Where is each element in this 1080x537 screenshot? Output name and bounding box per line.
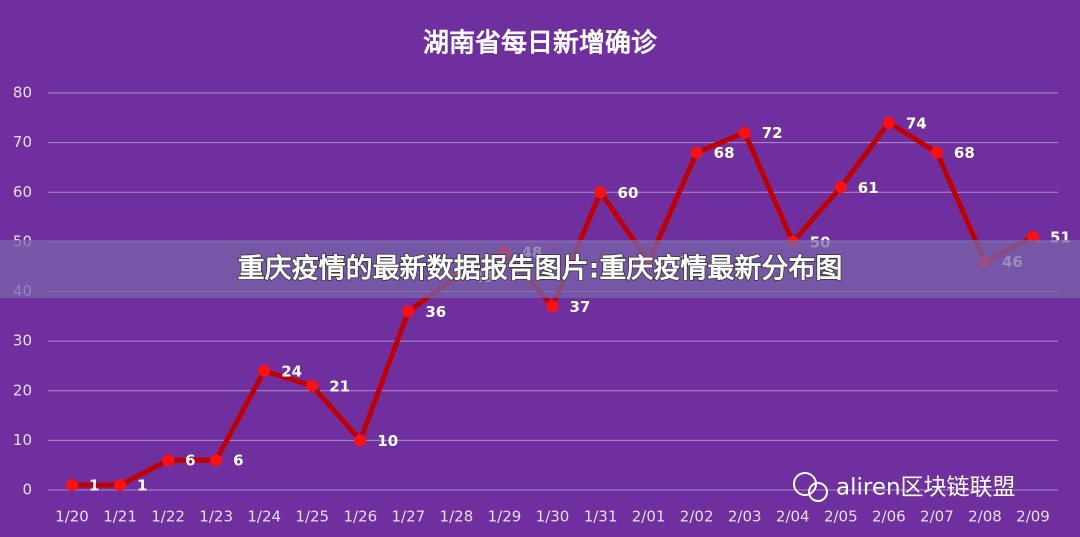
data-point	[690, 146, 703, 159]
data-point	[930, 146, 943, 159]
y-tick-label: 0	[22, 481, 32, 499]
data-point	[354, 434, 367, 447]
data-point	[546, 300, 559, 313]
data-label: 36	[425, 303, 446, 321]
x-tick-label: 1/21	[103, 508, 137, 526]
x-tick-label: 2/05	[824, 508, 858, 526]
x-tick-label: 2/07	[920, 508, 954, 526]
x-tick-label: 2/04	[776, 508, 810, 526]
data-point	[210, 454, 223, 467]
x-tick-label: 2/08	[968, 508, 1002, 526]
data-label: 37	[570, 298, 591, 316]
x-tick-label: 1/28	[440, 508, 474, 526]
data-label: 24	[281, 362, 302, 380]
x-tick-label: 1/23	[199, 508, 233, 526]
x-tick-label: 1/22	[151, 508, 185, 526]
watermark: aliren区块链联盟	[793, 472, 1016, 502]
data-label: 21	[329, 377, 350, 395]
y-tick-label: 70	[13, 133, 32, 151]
data-label: 6	[185, 452, 195, 470]
y-tick-label: 10	[13, 431, 32, 449]
data-point	[738, 126, 751, 139]
data-label: 74	[906, 114, 927, 132]
data-point	[834, 181, 847, 194]
x-tick-label: 1/20	[55, 508, 89, 526]
data-point	[402, 305, 415, 318]
x-tick-label: 1/30	[536, 508, 570, 526]
data-label: 68	[954, 144, 975, 162]
x-tick-label: 2/02	[680, 508, 714, 526]
x-tick-label: 1/26	[343, 508, 377, 526]
data-point	[258, 364, 271, 377]
data-point	[162, 454, 175, 467]
x-tick-label: 2/01	[632, 508, 666, 526]
x-tick-label: 1/25	[295, 508, 329, 526]
x-tick-label: 2/06	[872, 508, 906, 526]
banner-band	[0, 240, 1080, 298]
watermark-icon	[808, 482, 828, 502]
x-tick-label: 2/03	[728, 508, 762, 526]
x-tick-label: 1/27	[392, 508, 426, 526]
data-label: 61	[858, 179, 879, 197]
y-tick-label: 30	[13, 332, 32, 350]
data-label: 72	[762, 124, 783, 142]
x-tick-label: 1/29	[488, 508, 522, 526]
data-label: 6	[233, 452, 243, 470]
data-point	[66, 479, 78, 492]
data-point	[882, 116, 895, 129]
y-tick-label: 80	[13, 84, 32, 102]
data-point	[594, 186, 607, 199]
y-tick-label: 20	[13, 381, 32, 399]
chart-title: 湖南省每日新增确诊	[423, 28, 658, 59]
data-point	[114, 479, 127, 492]
data-label: 60	[618, 184, 639, 202]
data-label: 68	[714, 144, 735, 162]
data-label: 1	[89, 477, 99, 495]
data-label: 1	[137, 477, 147, 495]
data-label: 10	[377, 432, 398, 450]
banner-text: 重庆疫情的最新数据报告图片:重庆疫情最新分布图	[238, 253, 843, 285]
data-point	[1027, 230, 1039, 243]
x-tick-label: 2/09	[1016, 508, 1050, 526]
x-tick-label: 1/24	[247, 508, 281, 526]
y-tick-label: 60	[13, 183, 32, 201]
watermark-text: aliren区块链联盟	[836, 475, 1016, 501]
data-point	[306, 379, 319, 392]
x-tick-label: 1/31	[584, 508, 618, 526]
